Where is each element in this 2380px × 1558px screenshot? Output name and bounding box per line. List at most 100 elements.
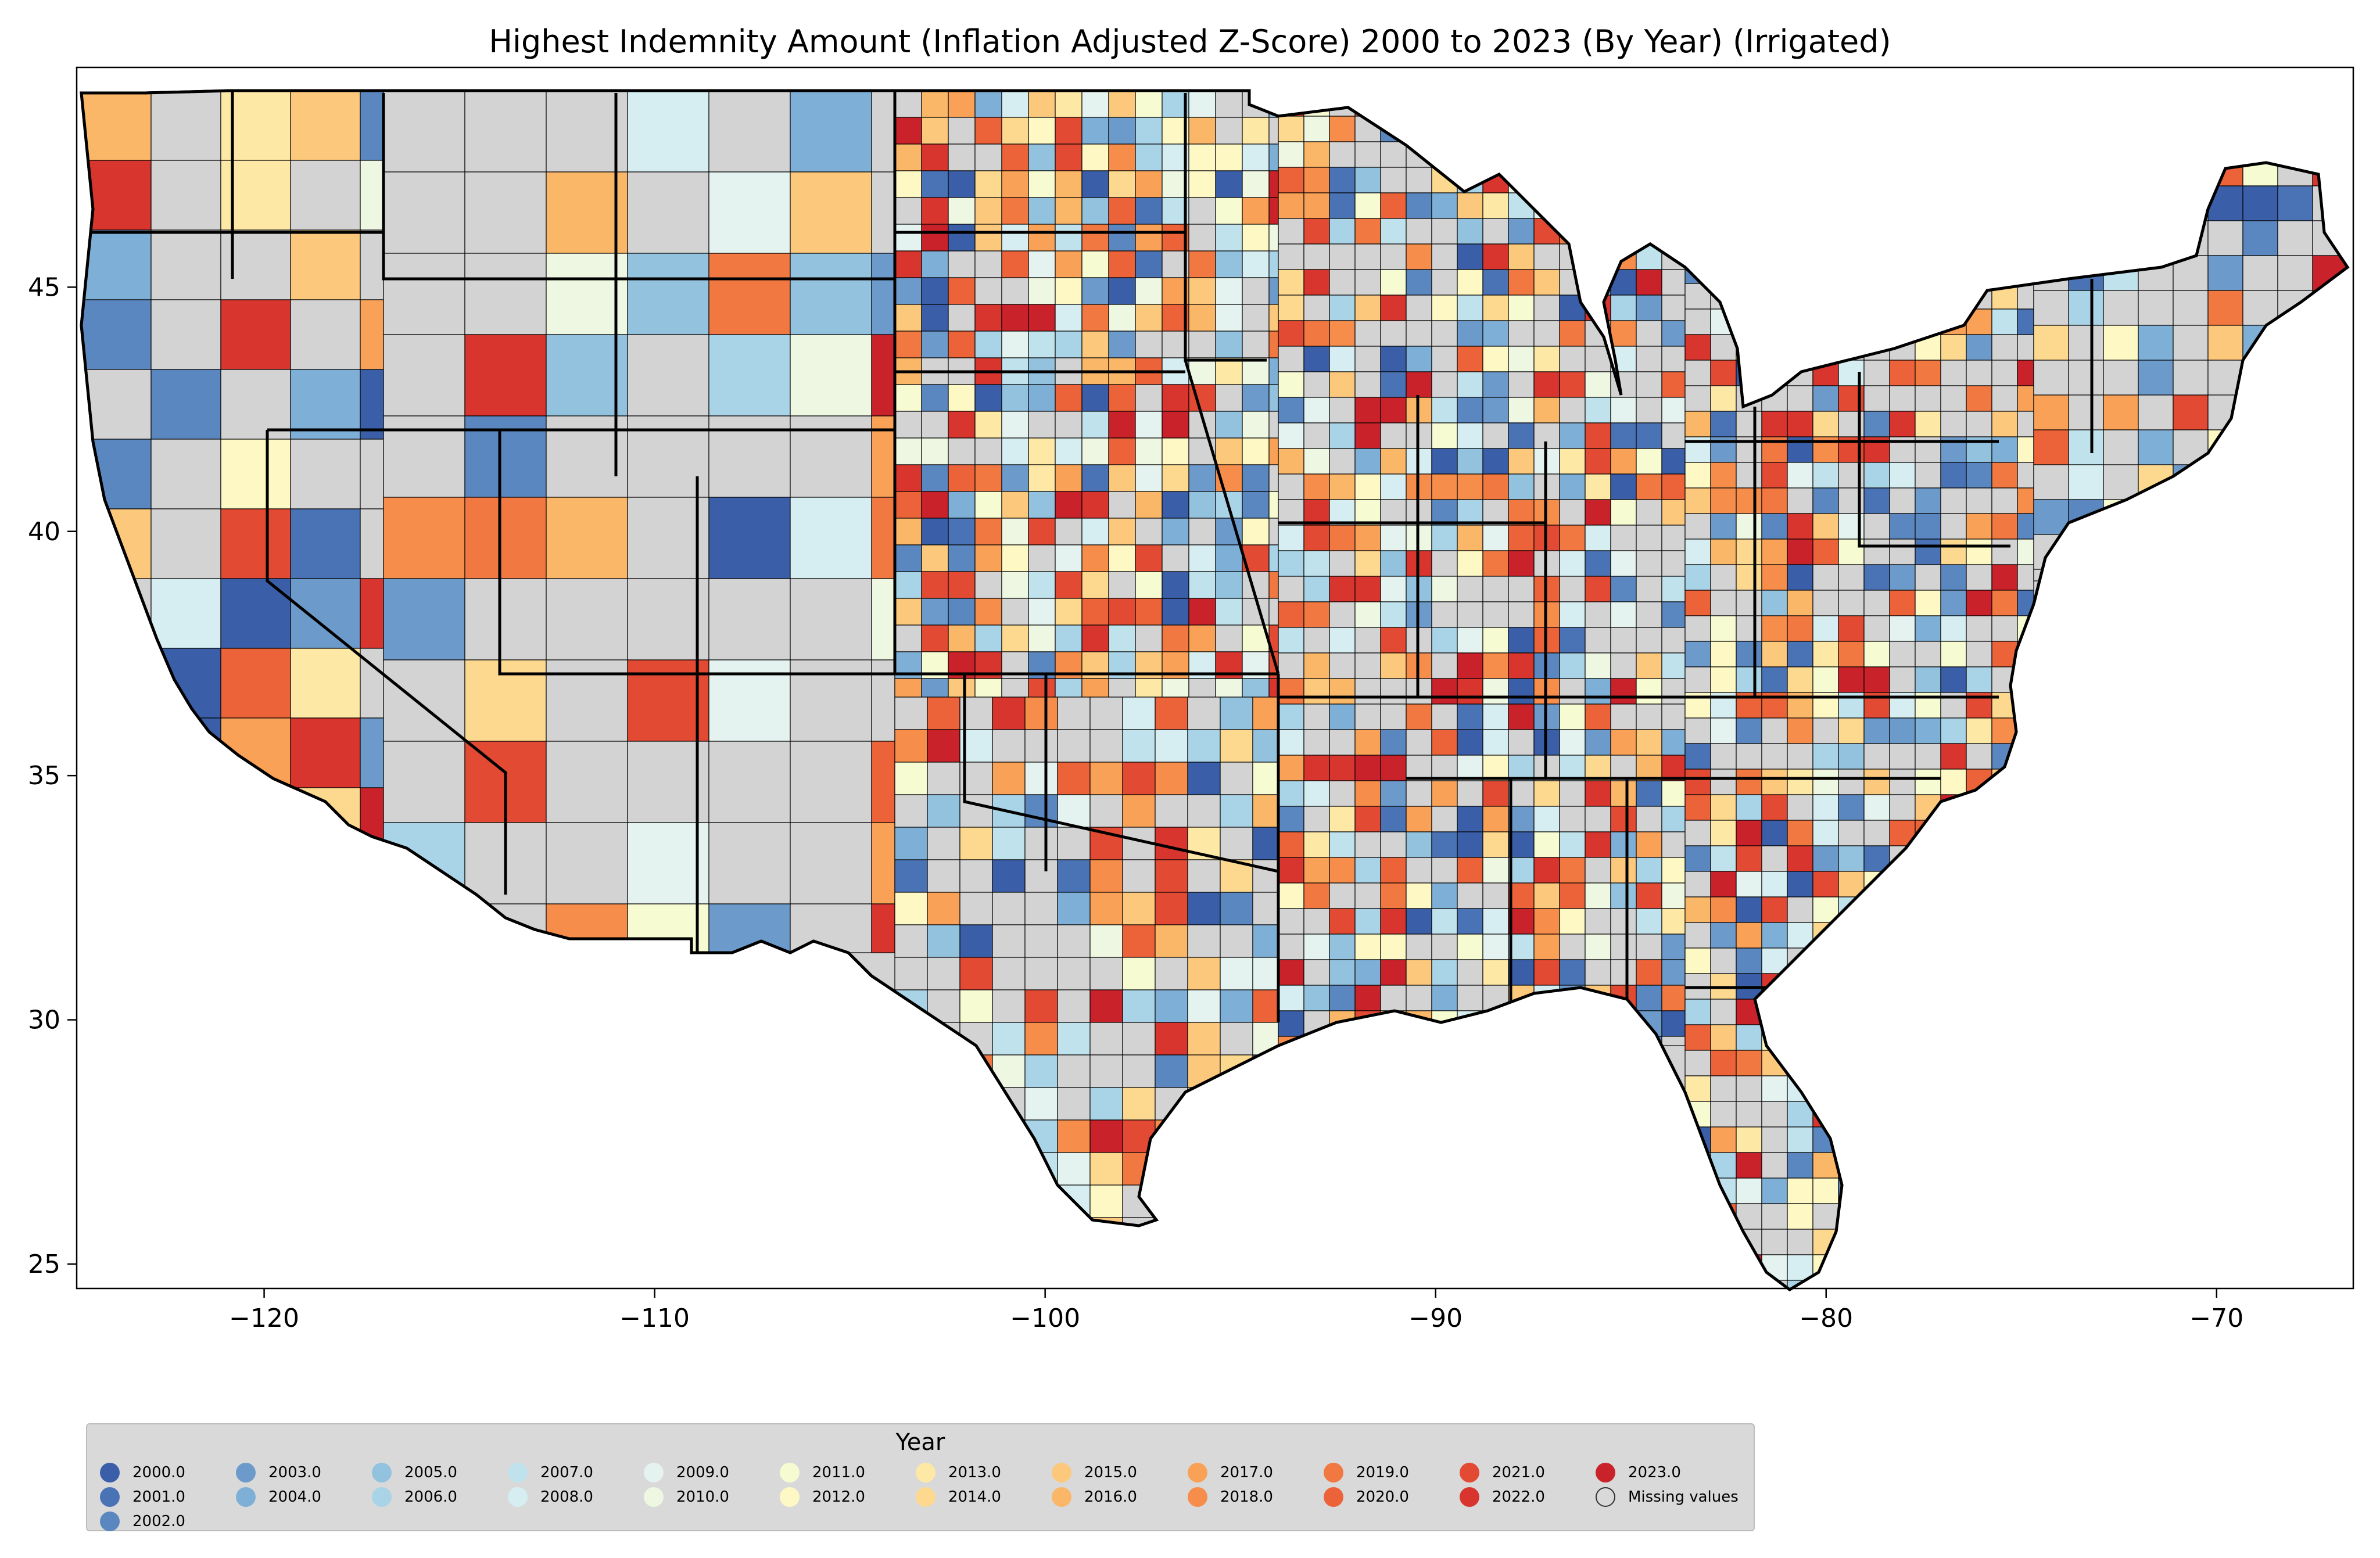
county-tile — [1162, 678, 1189, 698]
county-tile — [948, 678, 976, 698]
county-tile — [1636, 703, 1662, 730]
county-tile — [1215, 331, 1243, 358]
county-tile — [150, 91, 221, 161]
county-tile — [708, 741, 791, 823]
county-tile — [2068, 360, 2104, 396]
county-tile — [1108, 170, 1136, 198]
county-tile — [1508, 550, 1535, 577]
county-tile — [464, 415, 547, 498]
county-tile — [464, 91, 547, 173]
county-tile — [290, 439, 361, 509]
county-tile — [1406, 192, 1432, 219]
county-tile — [1135, 544, 1163, 572]
county-tile — [1787, 820, 1813, 846]
county-tile — [1406, 780, 1432, 807]
county-tile — [1108, 91, 1136, 118]
county-tile — [1991, 513, 2018, 540]
county-tile — [1108, 411, 1136, 439]
county-tile — [1135, 143, 1163, 171]
county-tile — [1135, 624, 1163, 652]
county-tile — [1220, 1022, 1253, 1056]
county-tile — [1057, 1119, 1091, 1153]
county-tile — [464, 497, 547, 579]
county-tile — [894, 170, 922, 198]
county-tile — [1661, 934, 1686, 960]
county-tile — [1081, 678, 1109, 698]
county-tile — [1122, 957, 1156, 990]
county-tile — [546, 822, 628, 904]
county-tile — [1135, 91, 1163, 118]
county-tile — [1187, 729, 1221, 763]
county-tile — [1684, 487, 1711, 514]
county-tile — [1636, 473, 1662, 500]
county-tile — [1457, 422, 1483, 449]
county-tile — [1889, 820, 1916, 846]
county-tile — [1684, 947, 1711, 974]
county-tile — [1108, 224, 1136, 252]
county-tile — [1055, 143, 1083, 171]
county-tile — [1533, 243, 1560, 270]
county-tile — [1838, 845, 1865, 872]
county-tile — [894, 544, 922, 572]
county-tile — [1329, 192, 1356, 219]
county-tile — [1761, 1126, 1788, 1153]
county-tile — [1278, 218, 1304, 245]
county-tile — [1354, 167, 1381, 193]
county-tile — [1188, 464, 1216, 492]
county-tile — [1787, 845, 1813, 872]
county-tile — [948, 491, 976, 519]
legend-label: 2012.0 — [812, 1488, 865, 1506]
county-tile — [921, 197, 949, 225]
county-tile — [1162, 571, 1189, 599]
county-tile — [708, 497, 791, 579]
county-tile — [1636, 831, 1662, 858]
county-tile — [1242, 143, 1270, 171]
county-tile — [1787, 1178, 1813, 1204]
county-tile — [1457, 397, 1483, 423]
county-tile — [1761, 922, 1788, 949]
county-tile — [1508, 652, 1535, 679]
county-tile — [1915, 513, 1941, 540]
county-tile — [1482, 397, 1509, 423]
county-tile — [1508, 448, 1535, 475]
county-tile — [790, 497, 872, 579]
county-tile — [1661, 397, 1686, 423]
county-tile — [1863, 360, 1890, 386]
county-tile — [290, 229, 361, 300]
county-tile — [1081, 571, 1109, 599]
county-tile — [1188, 598, 1216, 626]
county-tile — [1215, 250, 1243, 278]
county-tile — [1303, 422, 1330, 449]
county-tile — [894, 250, 922, 278]
county-tile — [1736, 487, 1762, 514]
county-tile — [546, 659, 628, 742]
county-tile — [1055, 197, 1083, 225]
county-tile — [1966, 717, 1992, 744]
county-tile — [1812, 462, 1839, 489]
county-tile — [1889, 769, 1916, 795]
county-tile — [1787, 769, 1813, 795]
county-tile — [948, 197, 976, 225]
county-tile — [1108, 571, 1136, 599]
county-tile — [1863, 385, 1890, 412]
county-tile — [1533, 806, 1560, 832]
county-tile — [1812, 845, 1839, 872]
county-tile — [1057, 859, 1091, 893]
county-tile — [1268, 598, 1279, 626]
county-tile — [1001, 143, 1029, 171]
county-tile — [1001, 437, 1029, 465]
legend-swatch-icon — [1052, 1487, 1071, 1507]
county-tile — [1406, 167, 1432, 193]
county-tile — [1135, 464, 1163, 492]
county-tile — [1940, 487, 1967, 514]
county-tile — [790, 171, 872, 254]
legend-swatch-icon — [780, 1487, 800, 1507]
county-tile — [1268, 250, 1279, 278]
county-tile — [1081, 518, 1109, 545]
county-tile — [894, 277, 922, 305]
county-tile — [1863, 513, 1890, 540]
county-tile — [1482, 601, 1509, 628]
county-tile — [290, 508, 361, 579]
county-tile — [1636, 882, 1662, 909]
county-tile — [1188, 170, 1216, 198]
